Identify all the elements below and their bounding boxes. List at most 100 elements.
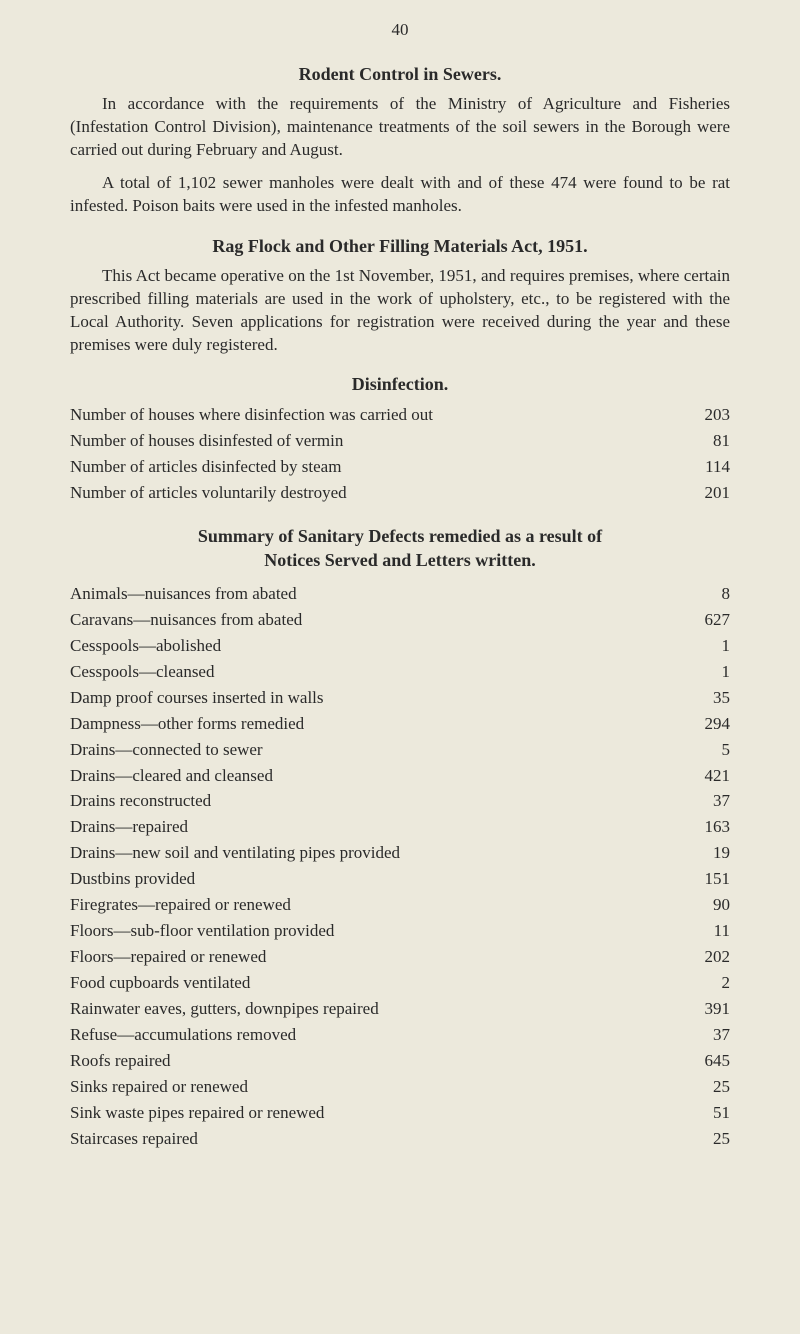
stats-value: 25 xyxy=(680,1128,730,1151)
stats-row: Drains—repaired 163 xyxy=(70,815,730,839)
stats-label: Damp proof courses inserted in walls xyxy=(70,687,324,710)
stats-row: Drains reconstructed 37 xyxy=(70,789,730,813)
stats-label: Cesspools—abolished xyxy=(70,635,221,658)
stats-value: 19 xyxy=(680,842,730,865)
heading-line: Summary of Sanitary Defects remedied as … xyxy=(198,526,602,546)
stats-filler xyxy=(324,1101,680,1118)
stats-label: Drains—new soil and ventilating pipes pr… xyxy=(70,842,400,865)
stats-value: 391 xyxy=(680,998,730,1021)
stats-value: 37 xyxy=(680,1024,730,1047)
stats-label: Rainwater eaves, gutters, downpipes repa… xyxy=(70,998,379,1021)
stats-row: Floors—repaired or renewed202 xyxy=(70,945,730,969)
stats-label: Firegrates—repaired or renewed xyxy=(70,894,291,917)
stats-label: Animals—nuisances from abated xyxy=(70,583,297,606)
stats-row: Roofs repaired 645 xyxy=(70,1049,730,1073)
stats-label: Dustbins provided xyxy=(70,868,195,891)
stats-label: Dampness—other forms remedied xyxy=(70,713,304,736)
stats-row: Cesspools—abolished 1 xyxy=(70,634,730,658)
stats-filler xyxy=(171,1049,680,1066)
stats-row: Food cupboards ventilated 2 xyxy=(70,971,730,995)
stats-label: Drains—cleared and cleansed xyxy=(70,765,273,788)
stats-row: Drains—connected to sewer 5 xyxy=(70,738,730,762)
stats-filler xyxy=(400,841,680,858)
stats-value: 5 xyxy=(680,739,730,762)
stats-row: Drains—new soil and ventilating pipes pr… xyxy=(70,841,730,865)
section-heading-disinfection: Disinfection. xyxy=(70,374,730,395)
stats-filler xyxy=(211,789,680,806)
stats-row: Drains—cleared and cleansed 421 xyxy=(70,764,730,788)
stats-filler xyxy=(304,712,680,729)
stats-filler xyxy=(347,481,680,498)
paragraph-text: In accordance with the requirements of t… xyxy=(70,93,730,162)
stats-value: 151 xyxy=(680,868,730,891)
stats-label: Sink waste pipes repaired or renewed xyxy=(70,1102,324,1125)
paragraph-text: A total of 1,102 sewer manholes were dea… xyxy=(70,172,730,218)
stats-row: Cesspools—cleansed 1 xyxy=(70,660,730,684)
stats-value: 294 xyxy=(680,713,730,736)
stats-filler xyxy=(248,1075,680,1092)
stats-filler xyxy=(334,919,680,936)
stats-value: 90 xyxy=(680,894,730,917)
stats-label: Drains reconstructed xyxy=(70,790,211,813)
stats-value: 2 xyxy=(680,972,730,995)
stats-filler xyxy=(341,455,680,472)
stats-value: 1 xyxy=(680,635,730,658)
stats-label: Drains—connected to sewer xyxy=(70,739,263,762)
stats-filler xyxy=(198,1127,680,1144)
stats-row: Damp proof courses inserted in walls 35 xyxy=(70,686,730,710)
stats-filler xyxy=(214,660,680,677)
stats-filler xyxy=(266,945,680,962)
stats-label: Cesspools—cleansed xyxy=(70,661,214,684)
disinfection-stats-list: Number of houses where disinfection was … xyxy=(70,403,730,505)
summary-stats-list: Animals—nuisances from abated 8Caravans—n… xyxy=(70,582,730,1151)
document-page: 40 Rodent Control in Sewers. In accordan… xyxy=(0,0,800,1193)
stats-value: 11 xyxy=(680,920,730,943)
stats-filler xyxy=(343,429,680,446)
stats-value: 81 xyxy=(680,430,730,453)
stats-filler xyxy=(195,867,680,884)
stats-row: Dustbins provided 151 xyxy=(70,867,730,891)
stats-label: Drains—repaired xyxy=(70,816,188,839)
stats-filler xyxy=(188,815,680,832)
section-heading-rodent: Rodent Control in Sewers. xyxy=(70,64,730,85)
page-number: 40 xyxy=(70,20,730,40)
stats-value: 8 xyxy=(680,583,730,606)
stats-value: 421 xyxy=(680,765,730,788)
stats-filler xyxy=(273,764,680,781)
stats-value: 645 xyxy=(680,1050,730,1073)
stats-filler xyxy=(291,893,680,910)
stats-label: Roofs repaired xyxy=(70,1050,171,1073)
stats-filler xyxy=(250,971,680,988)
stats-row: Sinks repaired or renewed25 xyxy=(70,1075,730,1099)
stats-row: Number of houses where disinfection was … xyxy=(70,403,730,427)
stats-row: Firegrates—repaired or renewed 90 xyxy=(70,893,730,917)
stats-row: Number of houses disinfested of vermin 81 xyxy=(70,429,730,453)
stats-value: 1 xyxy=(680,661,730,684)
stats-label: Number of houses disinfested of vermin xyxy=(70,430,343,453)
stats-row: Floors—sub-floor ventilation provided11 xyxy=(70,919,730,943)
stats-value: 51 xyxy=(680,1102,730,1125)
stats-value: 114 xyxy=(680,456,730,479)
stats-label: Food cupboards ventilated xyxy=(70,972,250,995)
stats-row: Caravans—nuisances from abated627 xyxy=(70,608,730,632)
stats-row: Number of articles voluntarily destroyed… xyxy=(70,481,730,505)
stats-row: Number of articles disinfected by steam 1… xyxy=(70,455,730,479)
stats-row: Refuse—accumulations removed 37 xyxy=(70,1023,730,1047)
stats-value: 201 xyxy=(680,482,730,505)
stats-value: 163 xyxy=(680,816,730,839)
stats-row: Rainwater eaves, gutters, downpipes repa… xyxy=(70,997,730,1021)
stats-label: Refuse—accumulations removed xyxy=(70,1024,296,1047)
paragraph-text: This Act became operative on the 1st Nov… xyxy=(70,265,730,357)
stats-filler xyxy=(379,997,680,1014)
section-heading-summary: Summary of Sanitary Defects remedied as … xyxy=(70,525,730,572)
stats-value: 203 xyxy=(680,404,730,427)
stats-filler xyxy=(263,738,680,755)
stats-value: 35 xyxy=(680,687,730,710)
stats-label: Number of articles disinfected by steam xyxy=(70,456,341,479)
stats-label: Number of articles voluntarily destroyed xyxy=(70,482,347,505)
stats-label: Floors—repaired or renewed xyxy=(70,946,266,969)
section-heading-ragflock: Rag Flock and Other Filling Materials Ac… xyxy=(70,236,730,257)
stats-row: Animals—nuisances from abated 8 xyxy=(70,582,730,606)
stats-value: 37 xyxy=(680,790,730,813)
stats-label: Sinks repaired or renewed xyxy=(70,1076,248,1099)
